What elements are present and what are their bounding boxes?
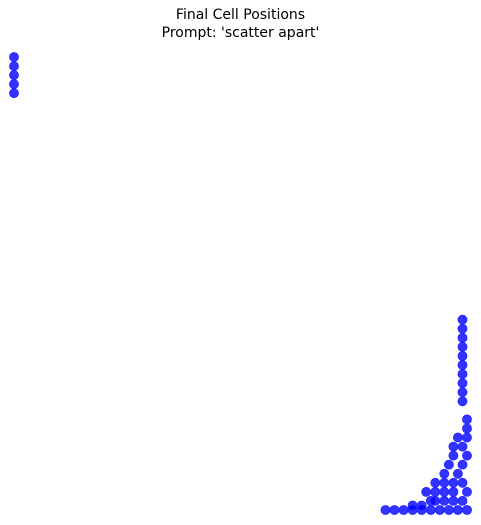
scatter-point-32: [452, 468, 463, 479]
scatter-point-16: [416, 500, 427, 511]
scatter-point-50: [457, 332, 468, 343]
scatter-point-24: [439, 486, 450, 497]
scatter-point-25: [448, 486, 459, 497]
scatter-point-11: [434, 505, 445, 515]
scatter-point-4: [9, 88, 19, 99]
scatter-point-40: [462, 432, 472, 443]
scatter-point-13: [452, 505, 463, 515]
scatter-point-7: [398, 505, 409, 515]
scatter-point-22: [421, 486, 432, 497]
scatter-point-38: [457, 441, 468, 452]
scatter-point-36: [462, 450, 472, 461]
scatter-point-51: [457, 323, 468, 334]
scatter-points: [9, 52, 472, 515]
scatter-point-23: [430, 486, 441, 497]
scatter-point-45: [457, 378, 468, 389]
scatter-point-20: [448, 495, 459, 506]
scatter-point-14: [462, 505, 472, 515]
scatter-point-35: [448, 450, 459, 461]
scatter-point-27: [430, 477, 441, 488]
scatter-point-30: [457, 477, 468, 488]
scatter-point-1: [9, 61, 19, 71]
scatter-point-34: [457, 459, 468, 470]
scatter-point-31: [439, 468, 450, 479]
scatter-point-0: [9, 52, 19, 62]
scatter-point-48: [457, 351, 468, 361]
scatter-point-12: [443, 505, 454, 515]
scatter-point-37: [448, 441, 459, 452]
chart-subtitle: Prompt: 'scatter apart': [161, 25, 320, 41]
scatter-point-42: [462, 414, 472, 425]
scatter-point-47: [457, 360, 468, 370]
scatter-point-3: [9, 79, 19, 90]
scatter-point-15: [407, 500, 418, 511]
scatter-point-19: [439, 495, 450, 506]
scatter-point-43: [457, 396, 468, 407]
scatter-point-5: [380, 505, 391, 515]
scatter-point-41: [462, 423, 472, 434]
scatter-point-6: [389, 505, 400, 515]
scatter-point-18: [430, 495, 441, 506]
scatter-point-39: [452, 432, 463, 443]
scatter-point-10: [425, 505, 436, 515]
scatter-point-2: [9, 70, 19, 80]
chart-title: Final Cell Positions: [175, 7, 306, 23]
scatter-point-44: [457, 387, 468, 398]
scatter-point-26: [462, 486, 472, 497]
scatter-point-28: [439, 477, 450, 488]
scatter-point-52: [457, 314, 468, 325]
scatter-point-33: [443, 459, 454, 470]
scatter-point-21: [457, 495, 468, 506]
scatter-point-46: [457, 369, 468, 379]
scatter-point-29: [448, 477, 459, 488]
scatter-point-49: [457, 341, 468, 352]
